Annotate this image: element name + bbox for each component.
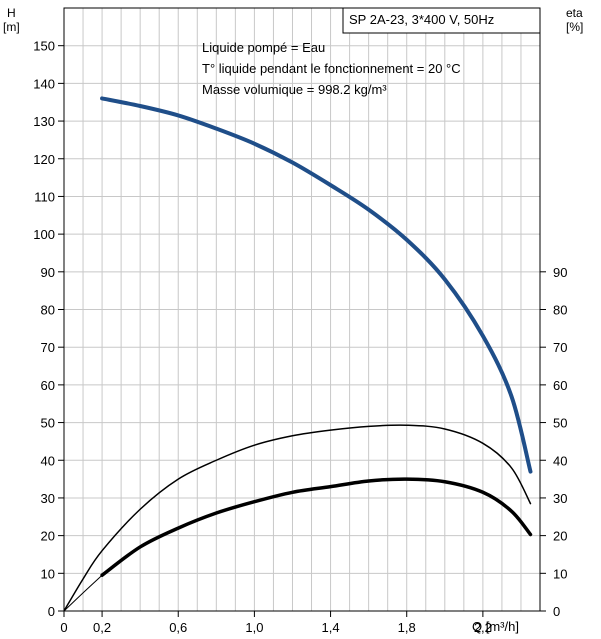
title-box [342,7,541,34]
x-tick-label: 1,0 [245,620,263,635]
grid [64,8,540,611]
x-axis-label: Q [m³/h] [472,619,519,634]
left-tick-label: 120 [33,152,55,167]
annotation-temperature: T° liquide pendant le fonctionnement = 2… [202,61,461,76]
left-tick-label: 100 [33,227,55,242]
annotation-density: Masse volumique = 998.2 kg/m³ [202,82,387,97]
left-axis-label: H [7,6,16,20]
x-tick-label: 0,2 [93,620,111,635]
left-tick-label: 110 [34,189,55,204]
series-line-2 [63,424,532,612]
right-tick-label: 90 [553,265,567,280]
left-tick-label: 0 [48,604,55,619]
right-axis-label: eta [566,6,583,20]
series-line-3 [100,477,533,577]
right-tick-label: 30 [553,491,567,506]
left-tick-label: 150 [33,39,55,54]
left-axis-unit: [m] [3,20,20,34]
right-axis-unit: [%] [566,20,583,34]
left-tick-label: 10 [41,566,55,581]
x-tick-label: 0 [60,620,67,635]
right-tick-label: 70 [553,340,567,355]
left-tick-label: 80 [41,303,55,318]
right-tick-label: 50 [553,416,567,431]
series-line-1 [100,96,533,474]
right-tick-label: 20 [553,529,567,544]
right-tick-label: 80 [553,303,567,318]
x-tick-label: 0,6 [169,620,187,635]
chart-title: SP 2A-23, 3*400 V, 50Hz [349,12,494,27]
left-tick-label: 30 [41,491,55,506]
left-tick-label: 90 [41,265,55,280]
right-tick-label: 40 [553,453,567,468]
left-tick-label: 20 [41,529,55,544]
left-tick-label: 140 [33,76,55,91]
right-tick-label: 0 [553,604,560,619]
right-tick-label: 60 [553,378,567,393]
x-tick-label: 1,8 [398,620,416,635]
right-tick-label: 10 [553,566,567,581]
left-tick-label: 50 [41,416,55,431]
x-tick-label: 1,4 [322,620,340,635]
curves [63,96,533,612]
left-tick-label: 40 [41,453,55,468]
annotation-liquid: Liquide pompé = Eau [202,40,325,55]
left-tick-label: 130 [33,114,55,129]
axis-ticks: 0102030405060708090100110120130140150010… [33,39,567,635]
x-tick-label: 2,2 [474,620,492,635]
left-tick-label: 60 [41,378,55,393]
left-tick-label: 70 [41,340,55,355]
series-line-4 [63,574,103,612]
